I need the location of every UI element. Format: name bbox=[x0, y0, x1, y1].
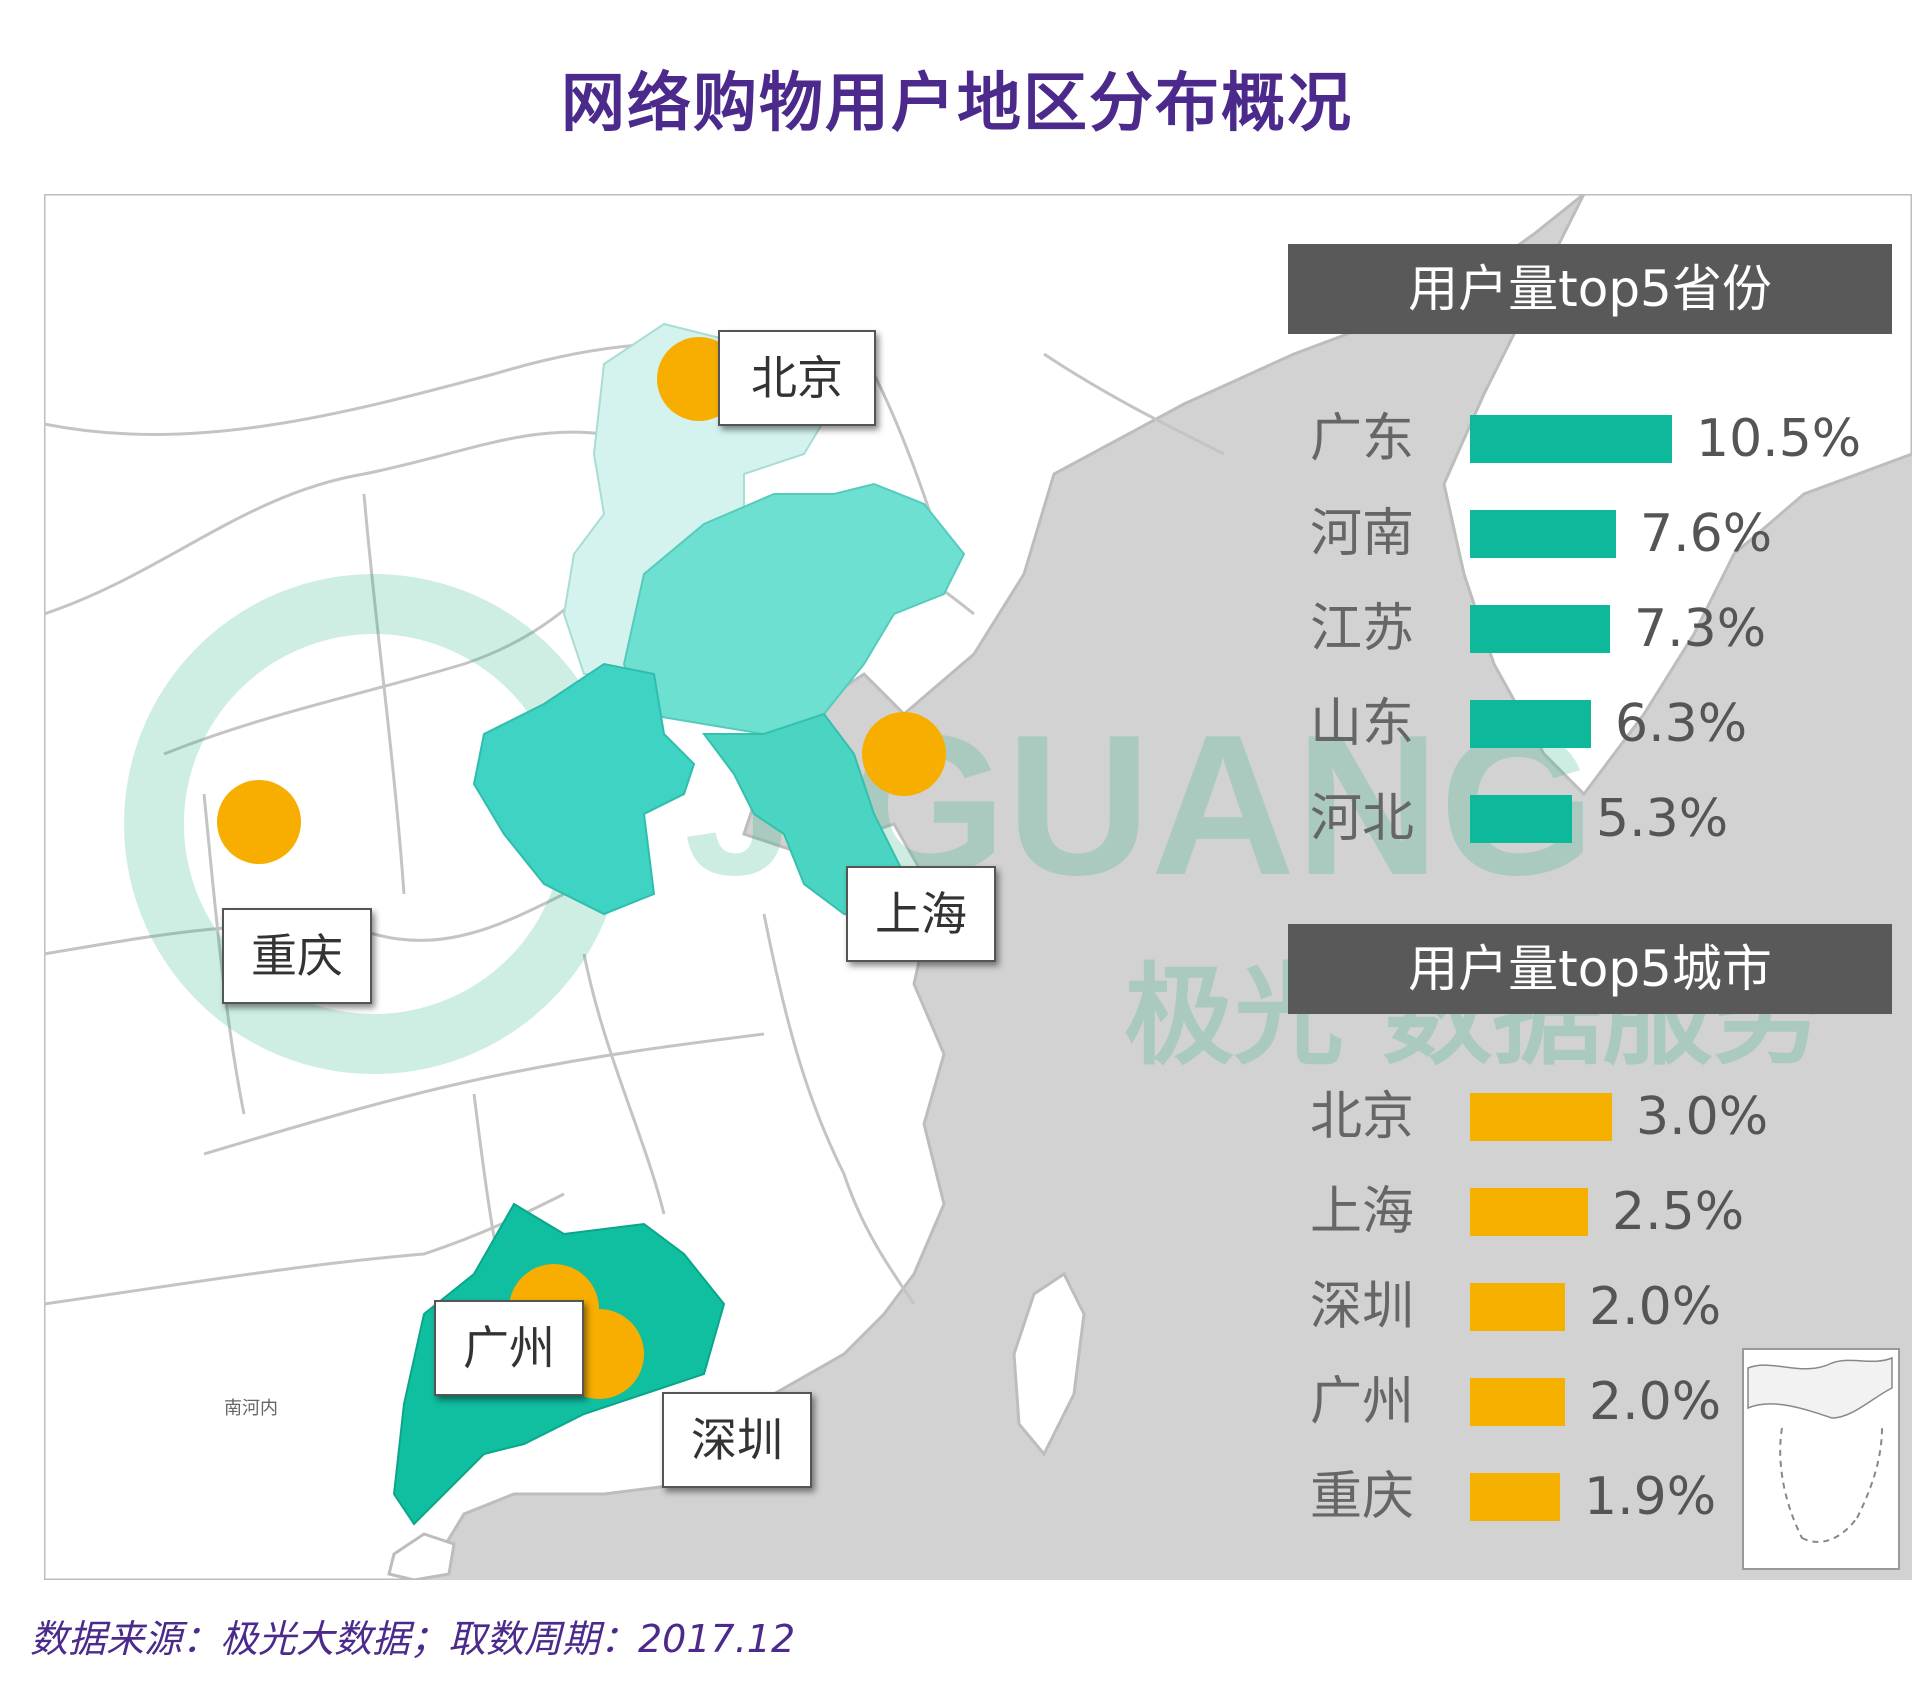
legend-bar bbox=[1470, 1093, 1612, 1141]
legend-row: 上海 2.5% bbox=[1310, 1177, 1900, 1247]
marker-chongqing bbox=[217, 780, 301, 864]
map-small-label: 南河内 bbox=[224, 1398, 278, 1419]
city-label-shanghai: 上海 bbox=[846, 866, 996, 962]
legend-value: 2.0% bbox=[1589, 1372, 1722, 1432]
region-henan bbox=[472, 662, 696, 916]
legend-value: 7.6% bbox=[1640, 504, 1773, 564]
city-label-shenzhen: 深圳 bbox=[662, 1392, 812, 1488]
city-label-text: 上海 bbox=[875, 887, 967, 941]
cities-panel-header: 用户量top5城市 bbox=[1288, 924, 1892, 1014]
legend-bar bbox=[1470, 510, 1616, 558]
legend-bar bbox=[1470, 1378, 1565, 1426]
province-borders bbox=[44, 342, 1225, 1335]
hainan-island bbox=[387, 1532, 456, 1580]
city-label-text: 深圳 bbox=[691, 1413, 783, 1467]
taiwan-island bbox=[1012, 1271, 1086, 1457]
legend-bar bbox=[1470, 415, 1672, 463]
legend-row: 广州 2.0% bbox=[1310, 1367, 1900, 1437]
region-shandong bbox=[622, 482, 966, 736]
legend-name: 广州 bbox=[1310, 1372, 1415, 1432]
marker-shanghai bbox=[862, 712, 946, 796]
legend-name: 山东 bbox=[1310, 694, 1415, 754]
legend-name: 上海 bbox=[1310, 1182, 1415, 1242]
city-label-chongqing: 重庆 bbox=[222, 908, 372, 1004]
legend-bar bbox=[1470, 1473, 1560, 1521]
legend-bar bbox=[1470, 700, 1591, 748]
legend-name: 重庆 bbox=[1310, 1467, 1415, 1527]
legend-row: 河南 7.6% bbox=[1310, 499, 1900, 569]
city-label-text: 广州 bbox=[463, 1321, 555, 1375]
legend-row: 重庆 1.9% bbox=[1310, 1462, 1900, 1532]
city-label-text: 重庆 bbox=[251, 929, 343, 983]
legend-row: 深圳 2.0% bbox=[1310, 1272, 1900, 1342]
legend-value: 2.0% bbox=[1589, 1277, 1722, 1337]
legend-value: 7.3% bbox=[1634, 599, 1767, 659]
legend-name: 河南 bbox=[1310, 504, 1415, 564]
city-label-text: 北京 bbox=[751, 351, 843, 405]
legend-value: 1.9% bbox=[1584, 1467, 1717, 1527]
legend-bar bbox=[1470, 1188, 1588, 1236]
city-label-beijing: 北京 bbox=[718, 330, 876, 426]
legend-value: 2.5% bbox=[1612, 1182, 1745, 1242]
legend-bar bbox=[1470, 605, 1610, 653]
legend-value: 10.5% bbox=[1696, 409, 1862, 469]
provinces-panel-header: 用户量top5省份 bbox=[1288, 244, 1892, 334]
legend-name: 广东 bbox=[1310, 409, 1415, 469]
legend-row: 河北 5.3% bbox=[1310, 784, 1900, 854]
legend-name: 江苏 bbox=[1310, 599, 1415, 659]
data-source: 数据来源：极光大数据；取数周期：2017.12 bbox=[30, 1617, 796, 1661]
south-china-sea-inset bbox=[1742, 1348, 1900, 1570]
legend-bar bbox=[1470, 1283, 1565, 1331]
city-label-guangzhou: 广州 bbox=[434, 1300, 584, 1396]
legend-name: 河北 bbox=[1310, 789, 1415, 849]
legend-value: 3.0% bbox=[1636, 1087, 1769, 1147]
page-title: 网络购物用户地区分布概况 bbox=[561, 67, 1353, 141]
legend-name: 深圳 bbox=[1310, 1277, 1415, 1337]
legend-row: 北京 3.0% bbox=[1310, 1082, 1900, 1152]
legend-value: 6.3% bbox=[1615, 694, 1748, 754]
legend-bar bbox=[1470, 795, 1572, 843]
legend-row: 江苏 7.3% bbox=[1310, 594, 1900, 664]
legend-row: 广东 10.5% bbox=[1310, 404, 1900, 474]
legend-value: 5.3% bbox=[1596, 789, 1729, 849]
legend-row: 山东 6.3% bbox=[1310, 689, 1900, 759]
legend-name: 北京 bbox=[1310, 1087, 1415, 1147]
